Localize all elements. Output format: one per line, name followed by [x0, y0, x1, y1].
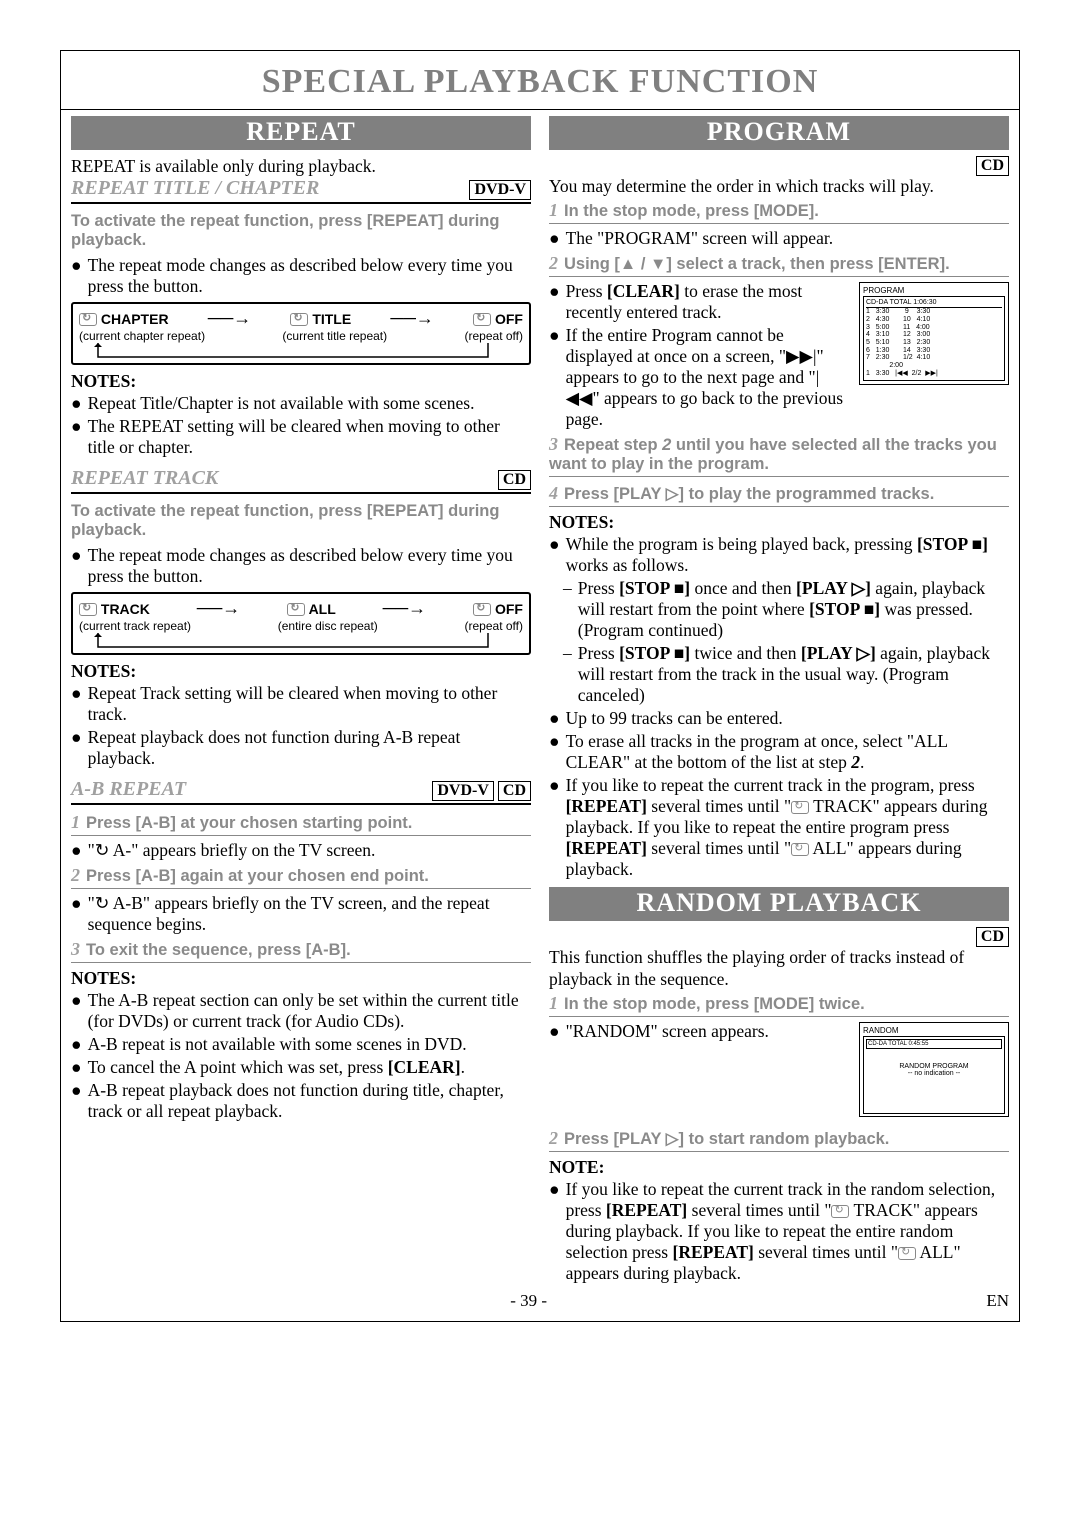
- rtc-notes-head: NOTES:: [71, 369, 531, 392]
- rtc-b1: The repeat mode changes as described bel…: [88, 255, 531, 297]
- repeat-track-heading: REPEAT TRACK: [71, 467, 218, 490]
- lang-code: EN: [986, 1291, 1009, 1311]
- program-screen: PROGRAM CD-DA TOTAL 1:06:30 1 3:30 9 3:3…: [859, 282, 1009, 384]
- rn-s1: In the stop mode, press [MODE] twice.: [564, 995, 865, 1013]
- repeat-title-chapter-heading: REPEAT TITLE / CHAPTER: [71, 177, 319, 200]
- rt-n2: Repeat playback does not function during…: [88, 727, 531, 769]
- program-bar: PROGRAM: [549, 116, 1009, 150]
- rt-notes-head: NOTES:: [71, 659, 531, 682]
- ab-notes-head: NOTES:: [71, 966, 531, 989]
- program-intro: You may determine the order in which tra…: [549, 176, 1009, 197]
- page-number: - 39 -: [510, 1291, 547, 1311]
- rt-b1: The repeat mode changes as described bel…: [88, 545, 531, 587]
- pg-s1: In the stop mode, press [MODE].: [564, 202, 819, 220]
- pg-n4: If you like to repeat the current track …: [566, 775, 1009, 880]
- dvdv-badge: DVD-V: [469, 180, 531, 200]
- rn-b1: "RANDOM" screen appears.: [566, 1021, 769, 1042]
- ab-n2: A-B repeat is not available with some sc…: [88, 1034, 467, 1055]
- dvdv-badge-2: DVD-V: [432, 781, 494, 801]
- ab-s2: Press [A-B] again at your chosen end poi…: [86, 867, 429, 885]
- program-rows: 1 3:30 9 3:30 2 4:30 10 4:10 3 5:00 11 4…: [866, 308, 1002, 377]
- rtc-n2: The REPEAT setting will be cleared when …: [88, 416, 531, 458]
- random-intro: This function shuffles the playing order…: [549, 947, 1009, 990]
- rt-n1: Repeat Track setting will be cleared whe…: [88, 683, 531, 725]
- ab-n3: To cancel the A point which was set, pre…: [88, 1057, 465, 1078]
- pg-n1a: Press [STOP ■] once and then [PLAY ▷] ag…: [578, 578, 1009, 641]
- pg-s2: Using [▲ / ▼] select a track, then press…: [564, 255, 950, 273]
- cd-badge-3: CD: [976, 156, 1009, 176]
- ab-b1: "↻ A-" appears briefly on the TV screen.: [88, 840, 376, 861]
- ab-n4: A-B repeat playback does not function du…: [88, 1080, 531, 1122]
- rtc-diagram: CHAPTER ──→ TITLE ──→ OFF (current chapt…: [71, 302, 531, 365]
- cd-badge-1: CD: [498, 470, 531, 490]
- rn-note-head: NOTE:: [549, 1155, 1009, 1178]
- pg-b2b: If the entire Program cannot be displaye…: [566, 325, 853, 430]
- pg-s4: Press [PLAY ▷] to play the programmed tr…: [564, 485, 934, 503]
- random-bar: RANDOM PLAYBACK: [549, 887, 1009, 921]
- pg-b1: The "PROGRAM" screen will appear.: [566, 228, 834, 249]
- ab-heading: A-B REPEAT: [71, 778, 186, 801]
- ab-s1: Press [A-B] at your chosen starting poin…: [86, 814, 412, 832]
- pg-n2: Up to 99 tracks can be entered.: [566, 708, 783, 729]
- repeat-bar: REPEAT: [71, 116, 531, 150]
- repeat-intro: REPEAT is available only during playback…: [71, 156, 531, 177]
- pg-s3: Repeat step 2 until you have selected al…: [549, 436, 997, 473]
- pg-n3: To erase all tracks in the program at on…: [566, 731, 1009, 773]
- pg-b2a: Press [CLEAR] to erase the most recently…: [566, 281, 853, 323]
- rtc-activate: To activate the repeat function, press […: [71, 208, 531, 254]
- rn-s2: Press [PLAY ▷] to start random playback.: [564, 1130, 889, 1148]
- random-screen: RANDOM CD-DA TOTAL 0:45:55 RANDOM PROGRA…: [859, 1022, 1009, 1117]
- ab-s3: To exit the sequence, press [A-B].: [86, 941, 351, 959]
- cd-badge-4: CD: [976, 927, 1009, 947]
- rt-diagram: TRACK ──→ ALL ──→ OFF (current track rep…: [71, 592, 531, 655]
- pg-n1: While the program is being played back, …: [566, 534, 1009, 576]
- ab-b2: "↻ A-B" appears briefly on the TV screen…: [88, 893, 531, 935]
- page-title: SPECIAL PLAYBACK FUNCTION: [61, 51, 1019, 109]
- pg-notes-head: NOTES:: [549, 510, 1009, 533]
- rn-n1: If you like to repeat the current track …: [566, 1179, 1009, 1284]
- pg-n1b: Press [STOP ■] twice and then [PLAY ▷] a…: [578, 643, 1009, 706]
- ab-n1: The A-B repeat section can only be set w…: [88, 990, 531, 1032]
- rtc-n1: Repeat Title/Chapter is not available wi…: [88, 393, 475, 414]
- cd-badge-2: CD: [498, 781, 531, 801]
- rt-activate: To activate the repeat function, press […: [71, 498, 531, 544]
